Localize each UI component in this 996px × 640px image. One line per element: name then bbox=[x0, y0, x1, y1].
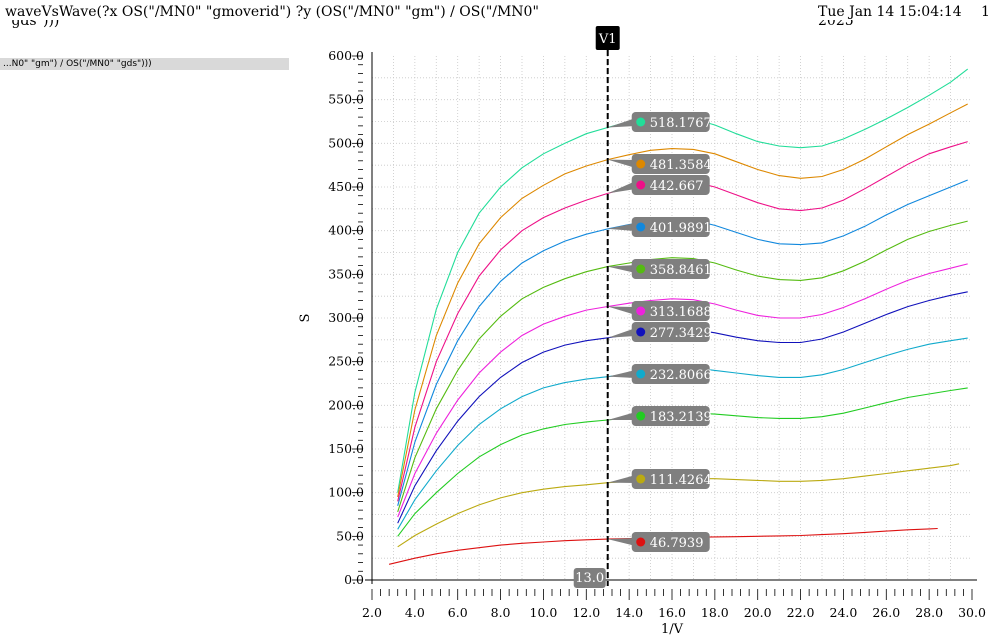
marker-label-pointer bbox=[607, 328, 636, 338]
marker-label-dot bbox=[636, 327, 646, 337]
marker-label-pointer bbox=[607, 118, 636, 128]
x-tick-label: 12.0 bbox=[572, 605, 600, 620]
y-tick-label: 500.0 bbox=[328, 135, 364, 150]
plot-date-line2: 2025 bbox=[818, 20, 854, 29]
marker-label-value: 401.9891 bbox=[650, 221, 712, 236]
y-tick-label: 250.0 bbox=[328, 354, 364, 369]
legend-entry[interactable]: ...N0" "gm") / OS("/MN0" "gds"))) bbox=[0, 58, 289, 70]
y-tick-label: 350.0 bbox=[328, 266, 364, 281]
x-tick-label: 20.0 bbox=[744, 605, 772, 620]
y-tick-label: 400.0 bbox=[328, 223, 364, 238]
vertical-marker-group[interactable]: V1 13.0 bbox=[573, 26, 620, 588]
marker-label-value: 518.1767 bbox=[650, 116, 712, 131]
vertical-marker-x-badge bbox=[573, 568, 606, 588]
marker-label-dot bbox=[636, 180, 646, 190]
marker-label-pointer bbox=[607, 306, 636, 315]
y-tick-label: 200.0 bbox=[328, 397, 364, 412]
plot-title-line1: waveVsWave(?x OS("/MN0" "gmoverid") ?y (… bbox=[5, 4, 539, 20]
marker-label-dot bbox=[636, 159, 646, 169]
x-tick-label: 26.0 bbox=[872, 605, 900, 620]
marker-label-box bbox=[631, 322, 710, 342]
marker-label-pointer bbox=[607, 370, 636, 378]
x-tick-label: 30.0 bbox=[958, 605, 986, 620]
marker-label-pointer bbox=[607, 265, 636, 273]
marker-labels: 518.1767 481.3584 442.667 401.9891 358.8461 3… bbox=[607, 112, 712, 552]
marker-label-box bbox=[631, 217, 710, 237]
x-tick-label: 10.0 bbox=[530, 605, 558, 620]
series-line-5 bbox=[397, 220, 968, 513]
series-line-3 bbox=[397, 141, 968, 502]
marker-label-pointer bbox=[607, 223, 636, 231]
x-axis-title: 1/V bbox=[661, 622, 684, 637]
marker-label-box bbox=[631, 154, 710, 174]
marker-label-dot bbox=[636, 537, 646, 547]
axes: 2.0 4.0 6.0 8.0 10.0 12.0 14.0 16.0 18.0 20.0 22.0… bbox=[328, 48, 986, 620]
marker-label-box bbox=[631, 175, 710, 195]
vertical-marker-name: V1 bbox=[598, 32, 617, 47]
marker-label-value: 313.1688 bbox=[650, 305, 712, 320]
y-tick-label: 300.0 bbox=[328, 310, 364, 325]
x-tick-label: 2.0 bbox=[362, 605, 382, 620]
marker-label-value: 358.8461 bbox=[650, 263, 712, 278]
marker-label-pointer bbox=[607, 475, 636, 483]
x-tick-label: 18.0 bbox=[701, 605, 729, 620]
marker-label-value: 277.3429 bbox=[650, 326, 712, 341]
marker-label-dot bbox=[636, 411, 646, 421]
legend-entry-label: ...N0" "gm") / OS("/MN0" "gds"))) bbox=[3, 59, 152, 69]
series-line-6 bbox=[397, 263, 968, 518]
y-tick-label: 0.0 bbox=[344, 572, 364, 587]
marker-label-value: 232.8066 bbox=[650, 368, 712, 383]
x-tick-label: 22.0 bbox=[787, 605, 815, 620]
marker-label-box bbox=[631, 259, 710, 279]
marker-label-value: 183.2139 bbox=[650, 410, 712, 425]
vertical-marker-flag[interactable] bbox=[595, 26, 620, 50]
marker-label-box bbox=[631, 364, 710, 384]
x-tick-label: 4.0 bbox=[405, 605, 425, 620]
plot-title-line2-text: "gds"))) bbox=[5, 20, 60, 29]
marker-label-box bbox=[631, 469, 710, 489]
marker-label-pointer bbox=[607, 538, 636, 546]
plot-title-line2: "gds"))) bbox=[5, 20, 59, 29]
page-number: 1 bbox=[981, 4, 990, 20]
marker-label-value: 481.3584 bbox=[650, 158, 712, 173]
x-tick-label: 14.0 bbox=[615, 605, 643, 620]
vertical-marker-x-value: 13.0 bbox=[575, 571, 604, 586]
x-tick-label: 6.0 bbox=[448, 605, 468, 620]
marker-label-pointer bbox=[607, 181, 636, 194]
x-tick-label: 28.0 bbox=[915, 605, 943, 620]
marker-label-box bbox=[631, 532, 710, 552]
marker-label-box bbox=[631, 406, 710, 426]
marker-label-value: 46.7939 bbox=[650, 536, 704, 551]
y-tick-label: 100.0 bbox=[328, 485, 364, 500]
x-tick-label: 24.0 bbox=[830, 605, 858, 620]
x-tick-label: 8.0 bbox=[491, 605, 511, 620]
y-tick-label: 450.0 bbox=[328, 179, 364, 194]
plot-date-line1: Tue Jan 14 15:04:14 bbox=[818, 4, 962, 20]
marker-label-dot bbox=[636, 369, 646, 379]
series-line-2 bbox=[397, 103, 968, 498]
grid bbox=[372, 56, 972, 580]
y-tick-label: 550.0 bbox=[328, 92, 364, 107]
series-line-1 bbox=[397, 68, 969, 493]
marker-label-box bbox=[631, 112, 710, 132]
marker-label-pointer bbox=[607, 412, 636, 420]
marker-label-box bbox=[631, 301, 710, 321]
x-tick-label: 16.0 bbox=[658, 605, 686, 620]
marker-label-dot bbox=[636, 117, 646, 127]
y-tick-label: 150.0 bbox=[328, 441, 364, 456]
marker-label-dot bbox=[636, 264, 646, 274]
plot-date-line2-text: 2025 bbox=[818, 20, 854, 29]
marker-label-pointer bbox=[607, 159, 636, 168]
marker-label-dot bbox=[636, 306, 646, 316]
y-tick-label: 50.0 bbox=[336, 528, 364, 543]
marker-label-dot bbox=[636, 222, 646, 232]
marker-label-value: 111.4264 bbox=[650, 473, 712, 488]
marker-label-value: 442.667 bbox=[650, 179, 704, 194]
y-tick-label: 600.0 bbox=[328, 48, 364, 63]
y-axis-title: S bbox=[298, 314, 313, 323]
marker-label-dot bbox=[636, 474, 646, 484]
